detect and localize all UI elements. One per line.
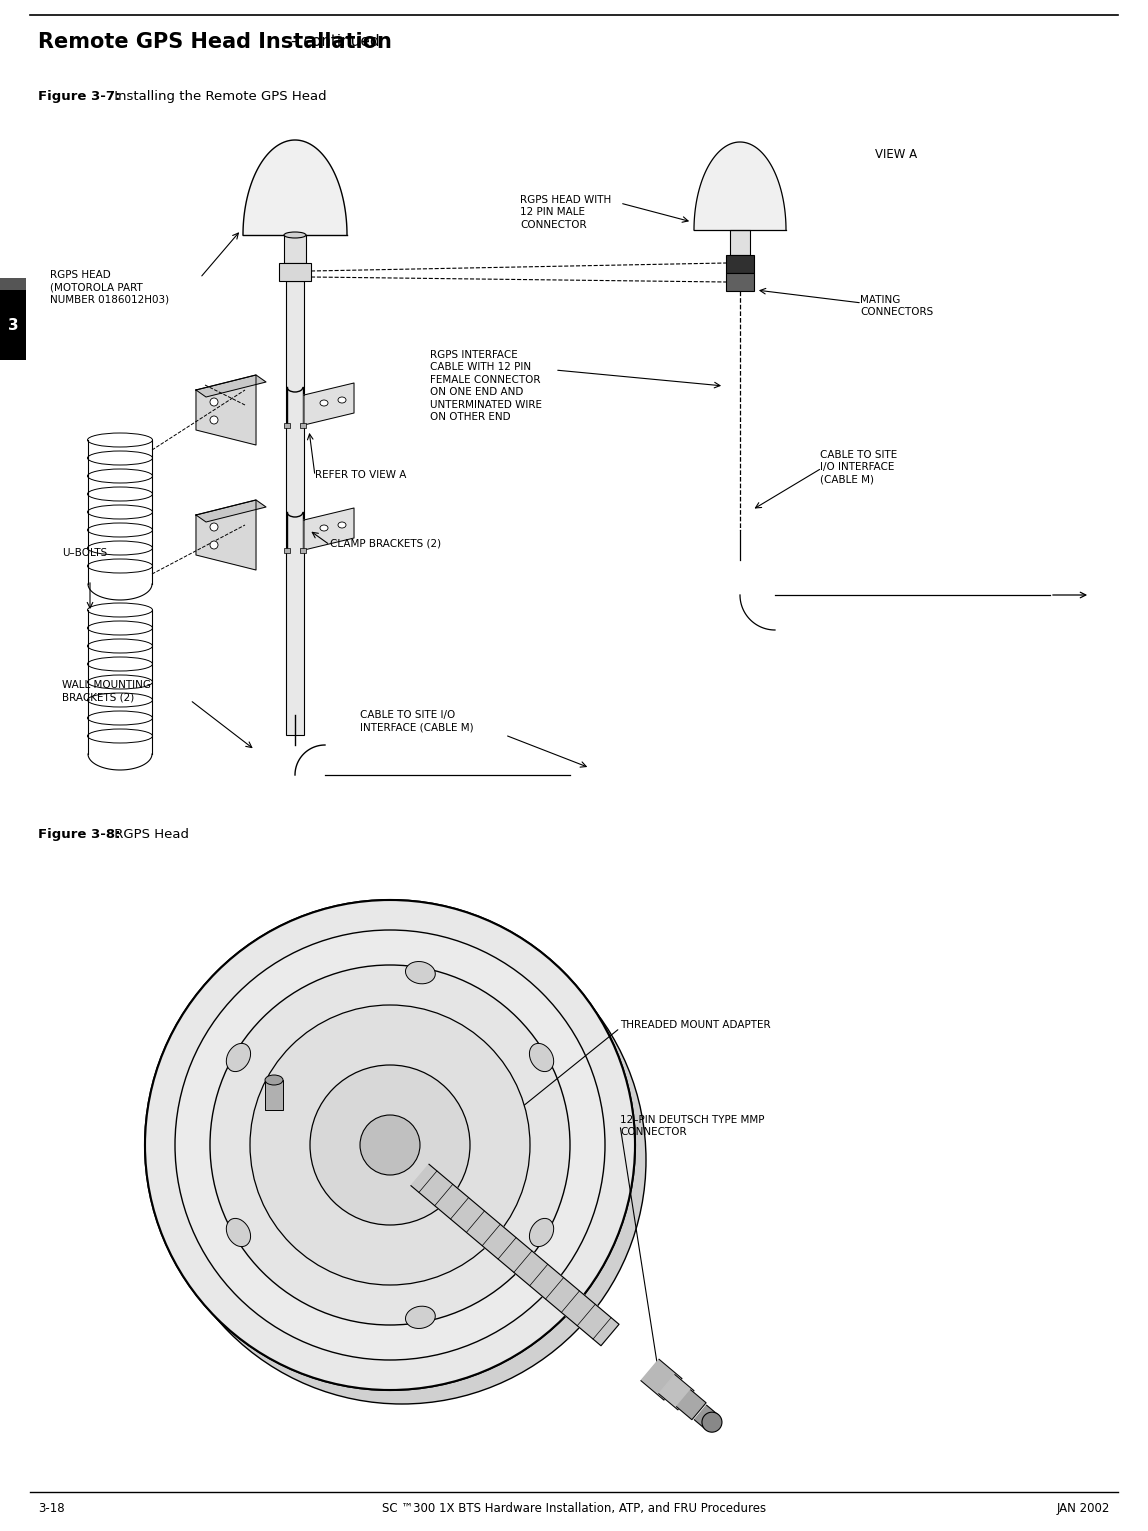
Bar [279, 263, 311, 282]
Ellipse shape [310, 1066, 470, 1225]
Circle shape [210, 540, 218, 550]
Text: VIEW A: VIEW A [875, 149, 917, 161]
Polygon shape [695, 1405, 719, 1430]
Polygon shape [196, 375, 256, 446]
Text: CABLE TO SITE I/O
INTERFACE (CABLE M): CABLE TO SITE I/O INTERFACE (CABLE M) [360, 710, 474, 732]
Bar [300, 423, 307, 429]
Text: Remote GPS Head Installation: Remote GPS Head Installation [38, 32, 391, 52]
Text: Figure 3-7:: Figure 3-7: [38, 90, 121, 103]
Ellipse shape [158, 916, 646, 1404]
Polygon shape [695, 142, 786, 230]
Polygon shape [304, 508, 354, 550]
Bar [265, 1079, 284, 1110]
Bar [284, 423, 290, 429]
Text: RGPS INTERFACE
CABLE WITH 12 PIN
FEMALE CONNECTOR
ON ONE END AND
UNTERMINATED WI: RGPS INTERFACE CABLE WITH 12 PIN FEMALE … [430, 351, 542, 423]
Text: 3-18: 3-18 [38, 1502, 64, 1516]
Bar [726, 273, 754, 291]
Text: RGPS HEAD WITH
12 PIN MALE
CONNECTOR: RGPS HEAD WITH 12 PIN MALE CONNECTOR [520, 194, 611, 230]
Text: THREADED MOUNT ADAPTER: THREADED MOUNT ADAPTER [620, 1020, 770, 1030]
Polygon shape [304, 383, 354, 426]
Text: SC ™300 1X BTS Hardware Installation, ATP, and FRU Procedures: SC ™300 1X BTS Hardware Installation, AT… [382, 1502, 766, 1516]
Text: MATING
CONNECTORS: MATING CONNECTORS [860, 295, 933, 317]
Polygon shape [196, 501, 266, 522]
Text: Figure 3-8:: Figure 3-8: [38, 828, 121, 841]
Polygon shape [676, 1390, 706, 1419]
Text: U–BOLTS: U–BOLTS [62, 548, 107, 557]
Ellipse shape [174, 929, 605, 1360]
Bar [284, 234, 307, 263]
Text: 3: 3 [8, 317, 18, 332]
Polygon shape [641, 1360, 682, 1399]
Text: – continued: – continued [286, 35, 380, 49]
Polygon shape [243, 139, 347, 234]
Ellipse shape [250, 1004, 530, 1285]
Text: CABLE TO SITE
I/O INTERFACE
(CABLE M): CABLE TO SITE I/O INTERFACE (CABLE M) [820, 450, 898, 485]
Ellipse shape [529, 1044, 553, 1072]
Polygon shape [411, 1164, 619, 1346]
Text: CLAMP BRACKETS (2): CLAMP BRACKETS (2) [329, 537, 441, 548]
Circle shape [210, 524, 218, 531]
Text: RGPS Head: RGPS Head [110, 828, 189, 841]
Ellipse shape [226, 1219, 250, 1246]
Ellipse shape [320, 525, 328, 531]
Polygon shape [196, 501, 256, 570]
Bar [284, 548, 290, 553]
Ellipse shape [265, 1075, 284, 1085]
Text: JAN 2002: JAN 2002 [1056, 1502, 1110, 1516]
Ellipse shape [360, 1115, 420, 1174]
Ellipse shape [405, 1306, 435, 1329]
Circle shape [210, 416, 218, 424]
Ellipse shape [338, 522, 346, 528]
Bar [0, 289, 26, 360]
Ellipse shape [210, 965, 571, 1324]
Text: WALL MOUNTING
BRACKETS (2): WALL MOUNTING BRACKETS (2) [62, 680, 152, 703]
Circle shape [210, 398, 218, 406]
Polygon shape [196, 375, 266, 397]
Ellipse shape [529, 1219, 553, 1246]
Bar [726, 256, 754, 273]
Bar [286, 282, 304, 735]
Ellipse shape [145, 900, 635, 1390]
Bar [300, 548, 307, 553]
Ellipse shape [284, 233, 307, 237]
Text: RGPS HEAD
(MOTOROLA PART
NUMBER 0186012H03): RGPS HEAD (MOTOROLA PART NUMBER 0186012H… [51, 269, 169, 305]
Text: REFER TO VIEW A: REFER TO VIEW A [315, 470, 406, 481]
Text: Installing the Remote GPS Head: Installing the Remote GPS Head [110, 90, 327, 103]
Ellipse shape [320, 400, 328, 406]
Bar [0, 279, 26, 289]
Ellipse shape [405, 961, 435, 984]
Bar [730, 230, 750, 256]
Ellipse shape [145, 900, 635, 1390]
Circle shape [701, 1412, 722, 1431]
Text: 12–PIN DEUTSCH TYPE MMP
CONNECTOR: 12–PIN DEUTSCH TYPE MMP CONNECTOR [620, 1115, 765, 1138]
Ellipse shape [226, 1044, 250, 1072]
Polygon shape [659, 1375, 695, 1410]
Ellipse shape [338, 397, 346, 403]
